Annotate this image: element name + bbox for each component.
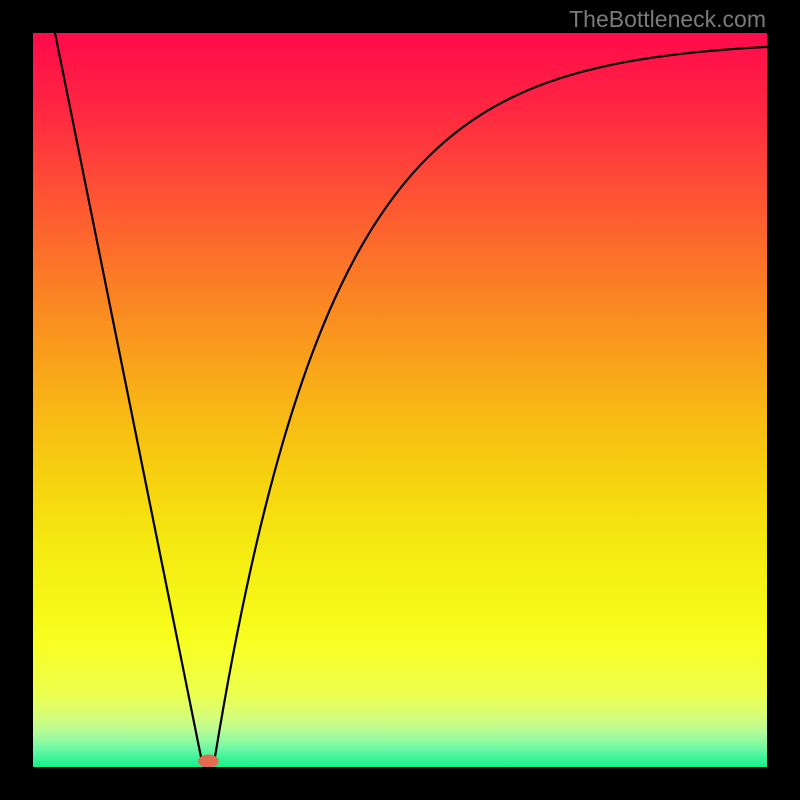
- bottleneck-curve: [55, 33, 767, 761]
- plot-area: [33, 33, 767, 767]
- chart-container: TheBottleneck.com: [0, 0, 800, 800]
- curve-layer: [33, 33, 767, 767]
- watermark-text: TheBottleneck.com: [569, 6, 766, 33]
